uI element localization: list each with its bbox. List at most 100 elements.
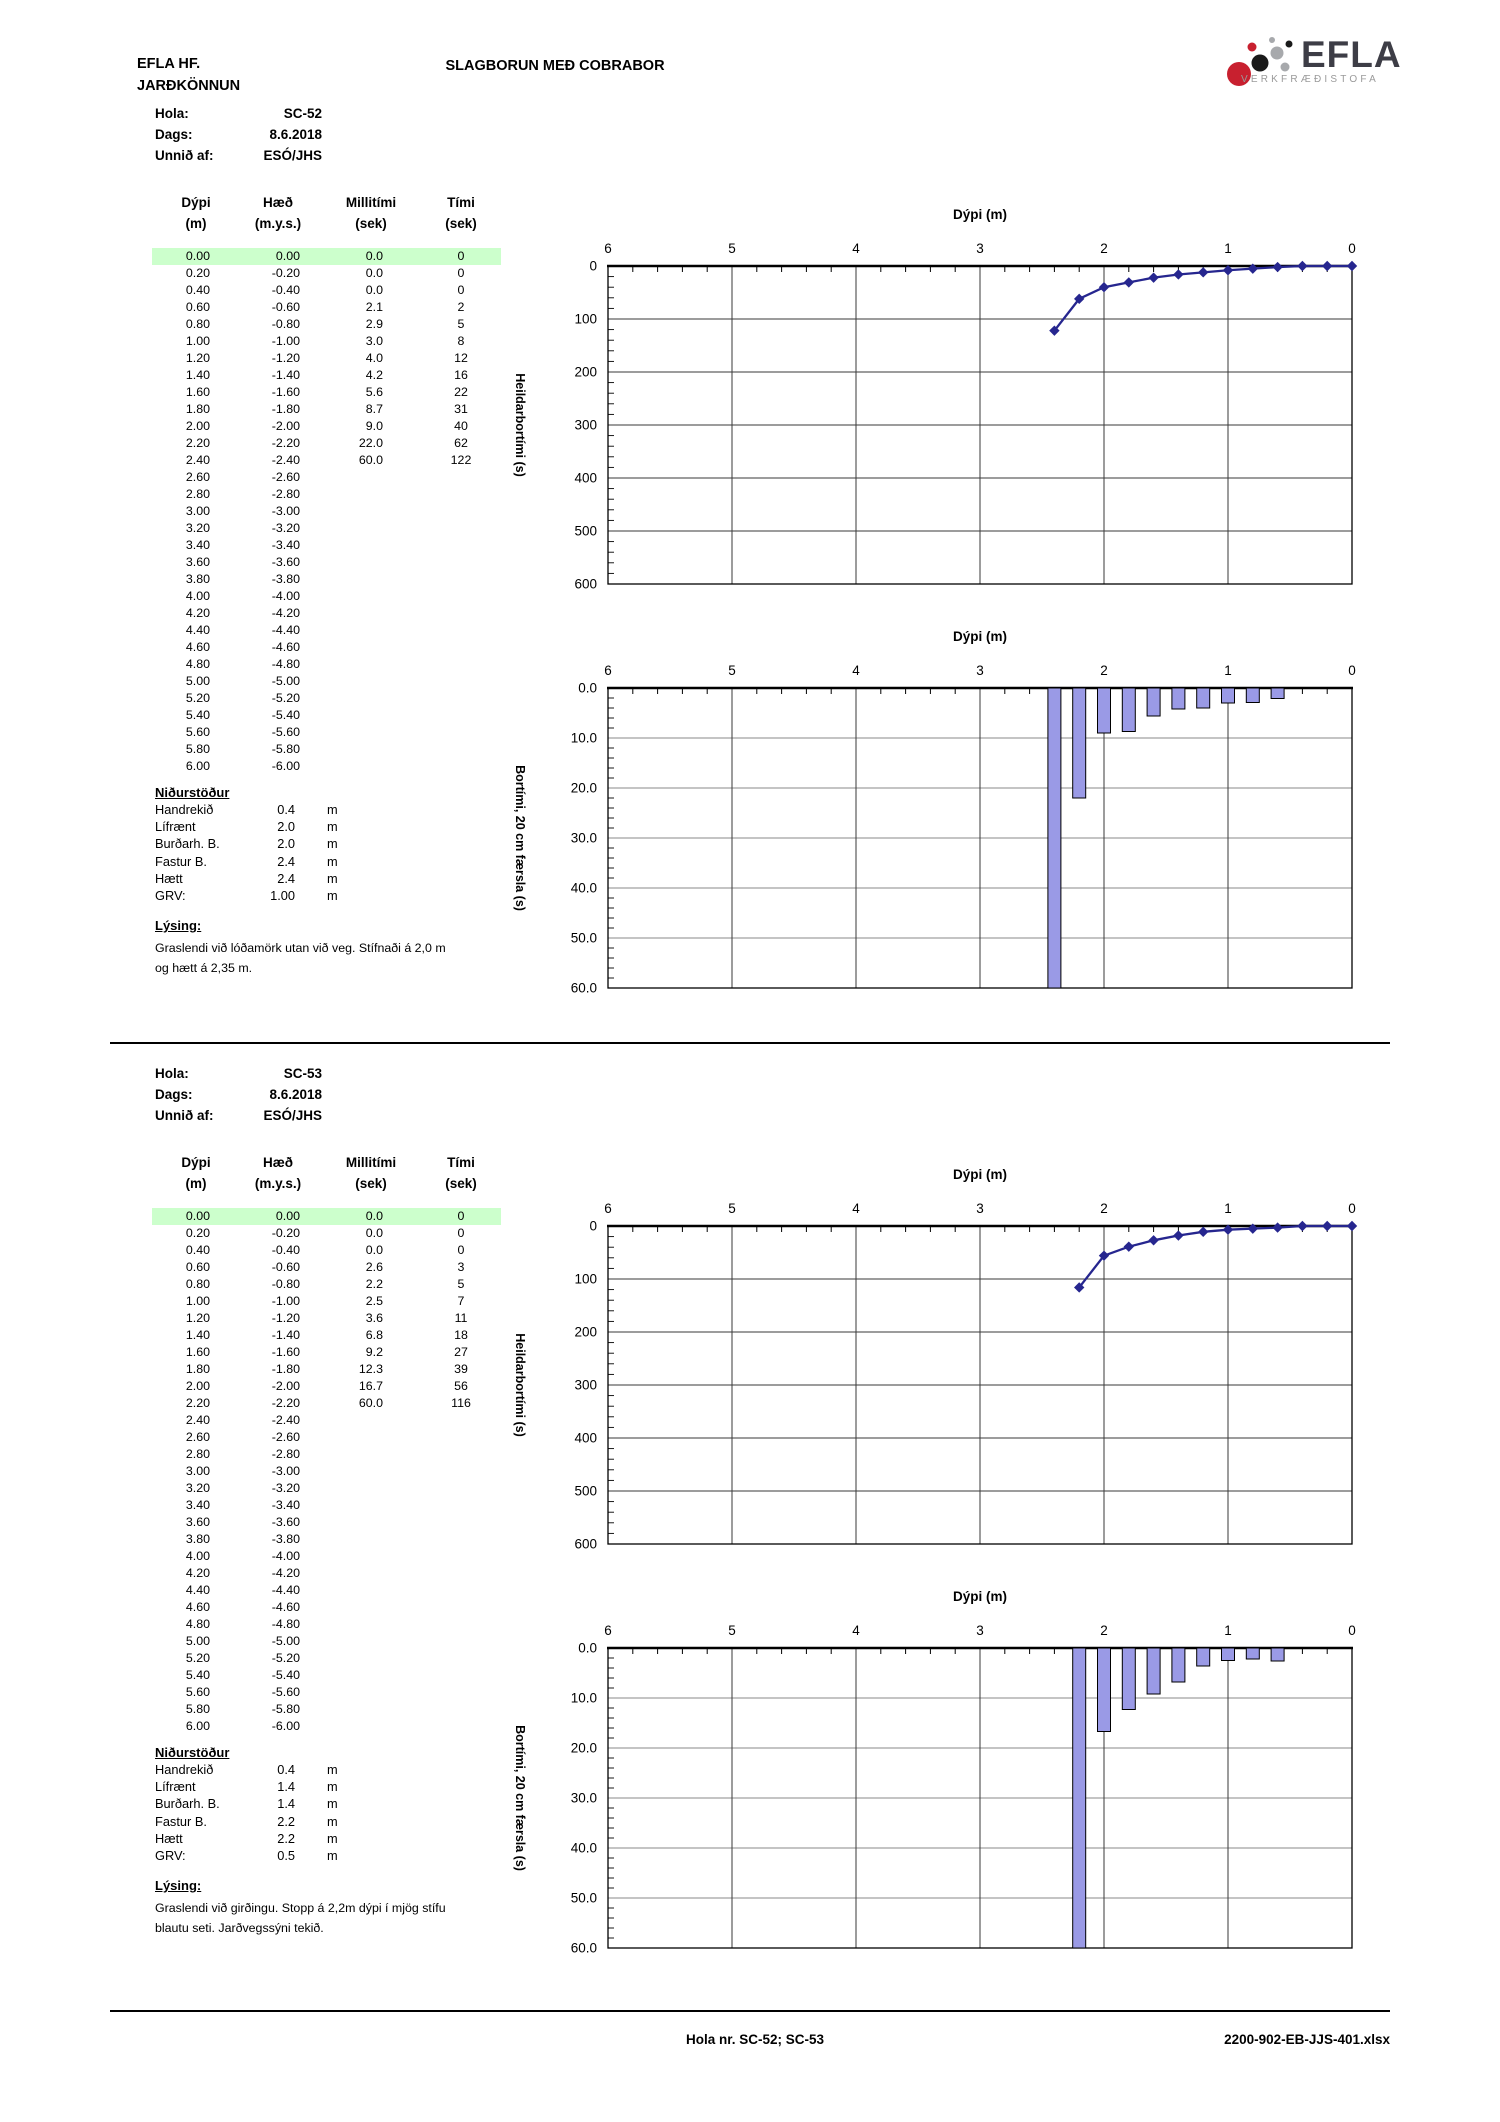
table-cell: 16.7 [358, 1379, 383, 1393]
table-cell: -0.40 [271, 283, 300, 297]
table-cell: 2.00 [185, 1379, 210, 1393]
table-cell: -4.20 [271, 1566, 300, 1580]
table-cell: 0.40 [185, 283, 210, 297]
table-row: 1.00 -1.00 2.5 7 [152, 1293, 501, 1310]
table-cell: 0.00 [275, 249, 300, 263]
table-cell: -4.80 [271, 657, 300, 671]
table-row: 0.40 -0.40 0.0 0 [152, 1242, 501, 1259]
svg-text:60.0: 60.0 [571, 1941, 597, 1956]
section-divider [110, 1042, 1390, 1044]
table-cell: -2.00 [271, 419, 300, 433]
results-title: Niðurstöður [155, 785, 230, 800]
table-cell: -3.00 [271, 504, 300, 518]
table-cell: -3.20 [271, 1481, 300, 1495]
table-cell: 5.60 [185, 1685, 210, 1699]
table-cell: 0.00 [185, 1209, 210, 1223]
table-cell: -5.60 [271, 1685, 300, 1699]
table-cell: -2.20 [271, 436, 300, 450]
svg-text:4: 4 [852, 663, 860, 678]
table-row: 4.60 -4.60 [152, 1599, 501, 1616]
hola-value: SC-52 [283, 106, 322, 121]
svg-text:0.0: 0.0 [578, 681, 597, 696]
table-cell: -0.60 [271, 300, 300, 314]
table-cell: -0.40 [271, 1243, 300, 1257]
table-cell: -3.80 [271, 1532, 300, 1546]
description-line: Graslendi við girðingu. Stopp á 2,2m dýp… [155, 1901, 446, 1915]
table-cell: -0.60 [271, 1260, 300, 1274]
table-row: 4.00 -4.00 [152, 588, 501, 605]
table-cell: 1.20 [185, 1311, 210, 1325]
table-cell: 2.9 [365, 317, 383, 331]
table-cell: -0.80 [271, 1277, 300, 1291]
res-label: Fastur B. [155, 1813, 207, 1829]
table-cell: -1.60 [271, 1345, 300, 1359]
res-unit: m [327, 1830, 338, 1846]
table-row: 2.00 -2.00 16.7 56 [152, 1378, 501, 1395]
table-row: 1.60 -1.60 9.2 27 [152, 1344, 501, 1361]
table-cell: 3.00 [185, 1464, 210, 1478]
table-cell: 4.20 [185, 1566, 210, 1580]
svg-text:5: 5 [728, 1201, 736, 1216]
svg-text:1: 1 [1224, 1201, 1232, 1216]
table-row: 0.80 -0.80 2.9 5 [152, 316, 501, 333]
table-row: 2.00 -2.00 9.0 40 [152, 418, 501, 435]
table-cell: 22 [454, 385, 468, 399]
table-cell: 2.40 [185, 1413, 210, 1427]
table-cell: -3.20 [271, 521, 300, 535]
svg-text:6: 6 [604, 241, 612, 256]
table-cell: 0.0 [365, 266, 383, 280]
res-unit: m [327, 888, 338, 903]
table-row: 1.20 -1.20 4.0 12 [152, 350, 501, 367]
svg-text:400: 400 [574, 1431, 597, 1446]
table-cell: -2.40 [271, 1413, 300, 1427]
table-row: 2.80 -2.80 [152, 1446, 501, 1463]
res-value: 0.4 [277, 1762, 295, 1777]
res-label: Burðarh. B. [155, 1796, 220, 1812]
table-cell: 4.60 [185, 640, 210, 654]
table-cell: -1.60 [271, 385, 300, 399]
svg-text:500: 500 [574, 1484, 597, 1499]
table-row: 0.00 0.00 0.0 0 [152, 248, 501, 265]
table-cell: -3.40 [271, 1498, 300, 1512]
svg-text:3: 3 [976, 1201, 984, 1216]
logo-wordmark: EFLA [1301, 34, 1402, 75]
table-cell: -0.20 [271, 266, 300, 280]
res-unit: m [327, 1762, 338, 1777]
res-unit: m [327, 819, 338, 835]
res-unit: m [327, 1796, 338, 1812]
table-cell: 7 [457, 1294, 465, 1308]
table-row: 2.40 -2.40 [152, 1412, 501, 1429]
table-cell: 12.3 [358, 1362, 383, 1376]
table-cell: -4.60 [271, 640, 300, 654]
svg-text:5: 5 [728, 1623, 736, 1638]
table-row: 4.20 -4.20 [152, 605, 501, 622]
table-cell: -4.60 [271, 1600, 300, 1614]
table-cell: 0.00 [185, 249, 210, 263]
description-line: og hætt á 2,35 m. [155, 961, 253, 975]
unnid-af-value: ESÓ/JHS [263, 148, 322, 163]
svg-text:4: 4 [852, 1201, 860, 1216]
table-row: 1.80 -1.80 12.3 39 [152, 1361, 501, 1378]
svg-text:20.0: 20.0 [571, 1741, 597, 1756]
table-cell: 4.80 [185, 1617, 210, 1631]
table-cell: 0 [457, 249, 465, 263]
table-cell: 3.20 [185, 521, 210, 535]
table-cell: 4.40 [185, 1583, 210, 1597]
table-row: 3.20 -3.20 [152, 520, 501, 537]
table-cell: 6.00 [185, 1719, 210, 1733]
svg-text:3: 3 [976, 663, 984, 678]
table-cell: 5 [457, 1277, 465, 1291]
table-row: 3.60 -3.60 [152, 1514, 501, 1531]
table-row: 3.80 -3.80 [152, 1531, 501, 1548]
res-unit: m [327, 853, 338, 869]
table-cell: -1.00 [271, 334, 300, 348]
table-cell: 116 [451, 1396, 471, 1410]
result-row: Burðarh. B. 1.4 m [155, 1796, 375, 1813]
table-row: 3.20 -3.20 [152, 1480, 501, 1497]
table-cell: 0.20 [185, 1226, 210, 1240]
table-cell: -1.40 [271, 368, 300, 382]
table-row: 6.00 -6.00 [152, 1718, 501, 1735]
table-row: 1.40 -1.40 6.8 18 [152, 1327, 501, 1344]
table-row: 6.00 -6.00 [152, 758, 501, 775]
